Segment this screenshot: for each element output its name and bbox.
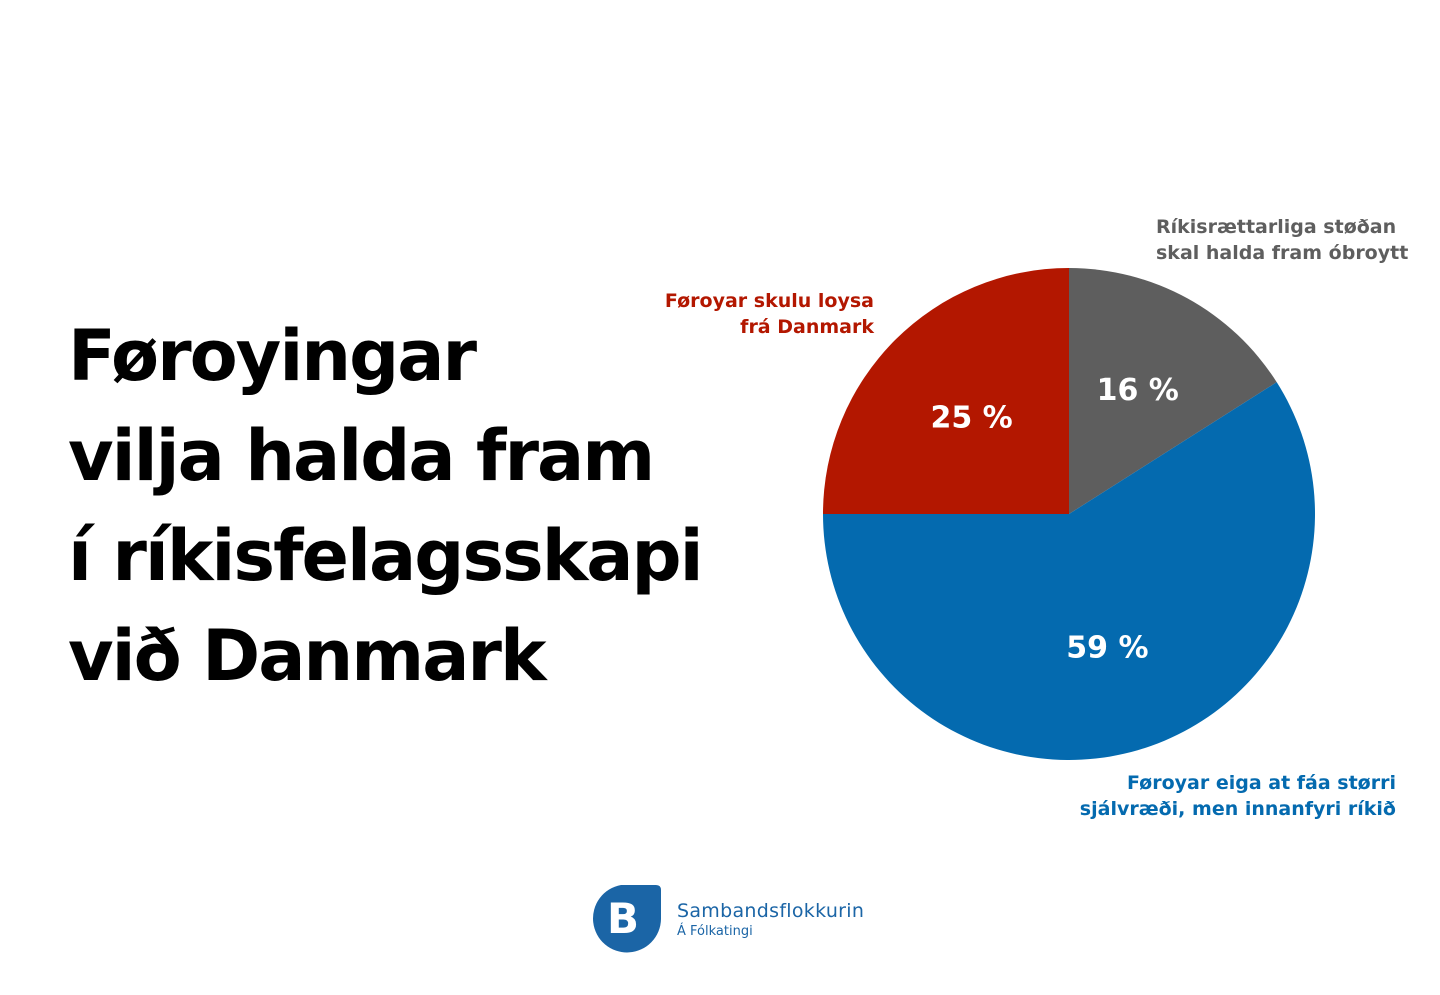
slice-label-unchanged-line-2: skal halda fram óbroytt: [1156, 242, 1409, 264]
headline: Føroyingar vilja halda fram í ríkisfelag…: [68, 306, 788, 706]
logo-letter: B: [607, 894, 639, 943]
slice-label-unchanged-line-1: Ríkisrættarliga støðan: [1156, 216, 1397, 238]
slice-more-autonomy-value-label: 59 %: [1066, 630, 1148, 665]
slice-more-autonomy: [823, 382, 1316, 760]
headline-line-3: í ríkisfelagsskapi: [68, 515, 704, 597]
slice-independence-value-label: 25 %: [930, 401, 1012, 436]
slice-label-more-autonomy: Føroyar eiga at fáa størri sjálvræði, me…: [1080, 770, 1396, 822]
slice-label-more-autonomy-line-1: Føroyar eiga at fáa størri: [1126, 772, 1396, 794]
slice-unchanged-value-label: 16 %: [1097, 373, 1179, 408]
slice-label-independence-line-1: Føroyar skulu loysa: [664, 290, 874, 312]
slice-label-independence: Føroyar skulu loysa frá Danmark: [665, 288, 874, 340]
slice-label-unchanged: Ríkisrættarliga støðan skal halda fram ó…: [1156, 214, 1408, 266]
headline-line-1: Føroyingar: [68, 315, 477, 397]
headline-line-4: við Danmark: [68, 615, 547, 697]
slice-independence: [823, 268, 1069, 514]
headline-line-2: vilja halda fram: [68, 415, 655, 497]
logo-badge-shape: [593, 885, 661, 953]
slice-label-more-autonomy-line-2: sjálvræði, men innanfyri ríkið: [1079, 798, 1396, 820]
party-logo-mark: B: [593, 885, 661, 953]
slice-unchanged: [1069, 268, 1277, 514]
party-name: Sambandsflokkurin: [677, 900, 865, 922]
party-subtitle: Á Fólkatingi: [677, 924, 753, 939]
slice-label-independence-line-2: frá Danmark: [740, 316, 874, 338]
